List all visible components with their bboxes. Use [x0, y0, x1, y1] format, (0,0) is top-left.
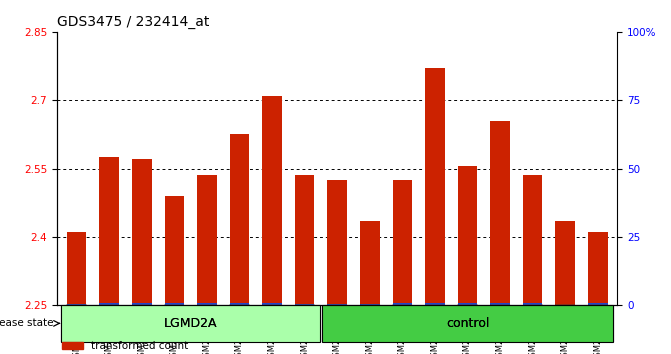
Bar [229, 303, 249, 305]
Text: control: control [446, 317, 489, 330]
Bar [491, 121, 510, 305]
Bar [393, 303, 412, 305]
Text: disease state: disease state [0, 318, 54, 329]
Bar [523, 175, 542, 305]
Bar [66, 305, 87, 306]
Bar [458, 166, 477, 305]
Bar [588, 232, 607, 305]
Bar [523, 305, 542, 342]
Bar [132, 303, 152, 305]
Bar [197, 305, 217, 306]
Bar [295, 305, 315, 306]
Text: LGMD2A: LGMD2A [164, 317, 217, 330]
Bar [321, 305, 613, 342]
Bar [295, 175, 315, 305]
Bar [229, 305, 249, 342]
Bar [393, 180, 412, 305]
Bar [327, 304, 347, 305]
Bar [360, 305, 380, 342]
Bar [67, 232, 87, 305]
Bar [295, 304, 315, 305]
Bar [132, 305, 152, 306]
Bar [262, 305, 282, 306]
Bar [491, 305, 510, 342]
Bar [490, 305, 510, 306]
Bar [61, 305, 320, 342]
Bar [393, 305, 413, 306]
Bar [164, 196, 184, 305]
Bar [197, 175, 217, 305]
Bar [393, 305, 412, 342]
Bar [262, 303, 282, 305]
Legend: transformed count, percentile rank within the sample: transformed count, percentile rank withi… [62, 341, 267, 354]
Bar [321, 305, 613, 342]
Bar [588, 305, 607, 342]
Bar [327, 305, 347, 342]
Bar [556, 305, 575, 342]
Bar [164, 305, 184, 342]
Bar [99, 305, 119, 342]
Bar [132, 305, 152, 342]
Bar [262, 305, 282, 342]
Bar [360, 221, 380, 305]
Bar [555, 305, 575, 306]
Bar [588, 303, 607, 305]
Bar [99, 157, 119, 305]
Bar [327, 305, 348, 306]
Text: LGMD2A: LGMD2A [164, 317, 217, 330]
Bar [425, 305, 445, 306]
Bar [197, 305, 217, 342]
Text: control: control [446, 317, 489, 330]
Bar [327, 180, 347, 305]
Bar [229, 305, 250, 306]
Bar [523, 303, 542, 305]
Bar [61, 305, 320, 342]
Bar [556, 221, 575, 305]
Bar [132, 159, 152, 305]
Bar [99, 303, 119, 305]
Text: GDS3475 / 232414_at: GDS3475 / 232414_at [57, 16, 209, 29]
Bar [491, 303, 510, 305]
Bar [67, 305, 87, 342]
Bar [588, 305, 608, 306]
Bar [425, 303, 445, 305]
Bar [197, 303, 217, 305]
Bar [360, 305, 380, 306]
Bar [164, 305, 185, 306]
Bar [458, 305, 477, 342]
Bar [425, 68, 445, 305]
Bar [229, 135, 249, 305]
Bar [523, 305, 543, 306]
Bar [164, 303, 184, 305]
Bar [458, 303, 477, 305]
Bar [99, 305, 119, 306]
Bar [262, 96, 282, 305]
Bar [458, 305, 478, 306]
Bar [360, 304, 380, 305]
Bar [295, 305, 315, 342]
Bar [425, 305, 445, 342]
Bar [67, 304, 87, 305]
